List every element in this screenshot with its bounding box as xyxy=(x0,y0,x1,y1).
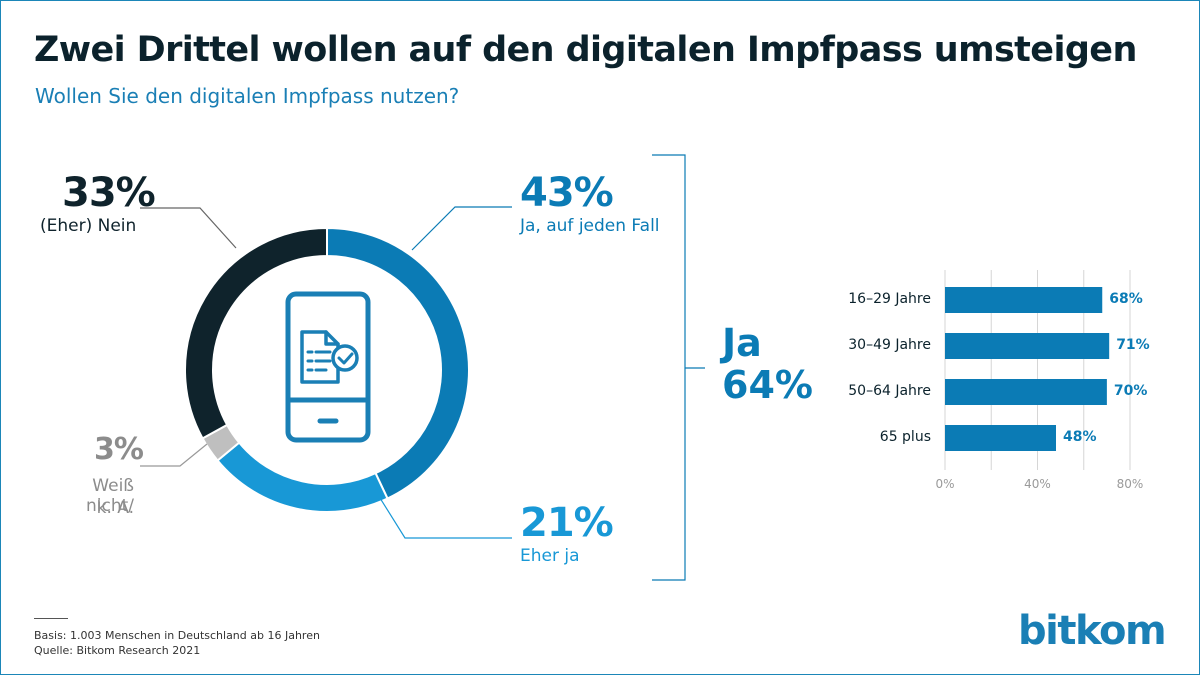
bitkom-logo: bitkom xyxy=(1018,608,1167,654)
bar-4 xyxy=(945,425,1056,451)
smartphone-document-check-icon xyxy=(285,291,371,443)
ja-total-value: 64% xyxy=(722,363,813,407)
footer-quelle: Quelle: Bitkom Research 2021 xyxy=(34,644,201,657)
bar-2 xyxy=(945,333,1110,359)
leader-line-weiss xyxy=(140,443,208,467)
leader-line-ja xyxy=(411,206,512,251)
bar-axis-tick: 0% xyxy=(935,477,955,491)
bar-category-label: 50–64 Jahre xyxy=(848,383,931,399)
nein-percent: 33% xyxy=(62,170,156,216)
ja-total: Ja 64% xyxy=(722,322,813,406)
weiss-nicht-label-2: k. A. xyxy=(96,498,134,518)
donut-slice-2 xyxy=(216,441,389,513)
bar-axis-tick: 40% xyxy=(1024,477,1051,491)
bar-value-label: 68% xyxy=(1109,291,1143,307)
eher-ja-percent: 21% xyxy=(520,500,614,546)
ja-auf-jeden-fall-percent: 43% xyxy=(520,170,614,216)
bar-category-label: 30–49 Jahre xyxy=(848,337,931,353)
weiss-nicht-percent: 3% xyxy=(94,432,144,467)
bar-category-label: 65 plus xyxy=(879,429,931,445)
bar-value-label: 71% xyxy=(1116,337,1150,353)
footer-basis: Basis: 1.003 Menschen in Deutschland ab … xyxy=(34,629,320,642)
bar-axis-tick: 80% xyxy=(1116,477,1144,491)
leader-line-eher-ja xyxy=(379,497,512,539)
footer: Basis: 1.003 Menschen in Deutschland ab … xyxy=(34,628,320,658)
eher-ja-label: Eher ja xyxy=(520,546,580,566)
ja-total-label: Ja xyxy=(722,321,762,365)
bar-value-label: 70% xyxy=(1113,383,1148,399)
bar-1 xyxy=(945,287,1103,313)
footer-divider xyxy=(34,618,68,619)
ja-auf-jeden-fall-label: Ja, auf jeden Fall xyxy=(520,216,660,236)
nein-label: (Eher) Nein xyxy=(40,216,137,236)
donut-slice-4 xyxy=(184,226,328,440)
bar-category-label: 16–29 Jahre xyxy=(848,291,931,307)
page-subtitle: Wollen Sie den digitalen Impfpass nutzen… xyxy=(35,84,460,108)
bar-3 xyxy=(945,379,1107,405)
page-title: Zwei Drittel wollen auf den digitalen Im… xyxy=(34,30,1137,70)
bar-value-label: 48% xyxy=(1063,429,1097,445)
weiss-nicht-label-1: Weiß nicht/ xyxy=(85,476,134,516)
leader-line-nein xyxy=(140,207,237,249)
